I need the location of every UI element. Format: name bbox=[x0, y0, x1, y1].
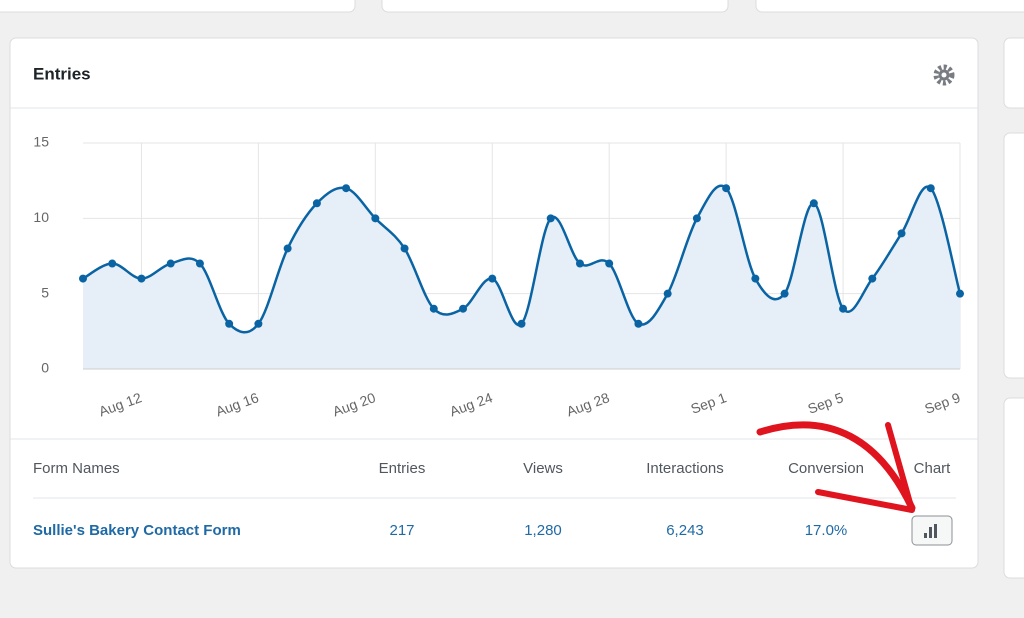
column-header: Form Names bbox=[33, 460, 120, 477]
cell: 1,280 bbox=[524, 522, 562, 539]
card bbox=[1003, 397, 1024, 579]
chart-button[interactable] bbox=[911, 515, 953, 546]
point bbox=[546, 214, 555, 223]
cell: 6,243 bbox=[666, 522, 704, 539]
point bbox=[780, 289, 789, 298]
settings-icon[interactable] bbox=[933, 64, 955, 86]
point bbox=[371, 214, 380, 223]
point bbox=[79, 274, 87, 283]
column-header: Conversion bbox=[788, 460, 864, 477]
point bbox=[195, 259, 204, 268]
column-header: Interactions bbox=[646, 460, 724, 477]
point bbox=[488, 274, 497, 283]
cell: 217 bbox=[389, 522, 414, 539]
point bbox=[225, 319, 234, 328]
point bbox=[809, 199, 818, 208]
point bbox=[459, 304, 468, 313]
point bbox=[283, 244, 292, 253]
point bbox=[166, 259, 175, 268]
column-header: Chart bbox=[914, 460, 952, 477]
card bbox=[755, 0, 1024, 13]
point bbox=[839, 304, 848, 313]
cell: 17.0% bbox=[805, 522, 848, 539]
point bbox=[926, 184, 935, 193]
card bbox=[0, 0, 356, 13]
point bbox=[429, 304, 438, 313]
point bbox=[868, 274, 877, 283]
point bbox=[722, 184, 731, 193]
point bbox=[634, 319, 643, 328]
point bbox=[897, 229, 906, 238]
form-name[interactable]: Sullie's Bakery Contact Form bbox=[33, 522, 241, 539]
card bbox=[1003, 37, 1024, 109]
point bbox=[108, 259, 117, 268]
point bbox=[312, 199, 321, 208]
point bbox=[400, 244, 409, 253]
card bbox=[1003, 132, 1024, 379]
point bbox=[605, 259, 614, 268]
panel-title: Entries bbox=[33, 64, 91, 83]
annotation-arrow bbox=[756, 421, 916, 513]
point bbox=[751, 274, 760, 283]
point bbox=[956, 289, 964, 298]
y-tick-label: 10 bbox=[33, 209, 49, 225]
column-header: Entries bbox=[379, 460, 426, 477]
y-tick-label: 0 bbox=[41, 360, 49, 376]
point bbox=[137, 274, 146, 283]
line bbox=[82, 184, 962, 334]
column-header: Views bbox=[523, 460, 563, 477]
y-tick-label: 15 bbox=[33, 134, 49, 150]
point bbox=[254, 319, 263, 328]
point bbox=[342, 184, 351, 193]
point bbox=[692, 214, 701, 223]
point bbox=[517, 319, 526, 328]
point bbox=[663, 289, 672, 298]
y-tick-label: 5 bbox=[41, 284, 49, 300]
point bbox=[575, 259, 584, 268]
card bbox=[381, 0, 729, 13]
